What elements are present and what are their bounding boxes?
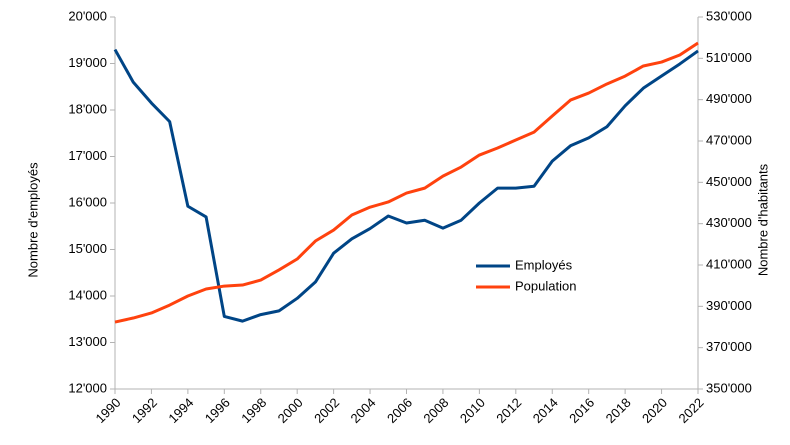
y2-tick-label: 390'000: [706, 298, 752, 313]
x-tick-label: 2004: [348, 395, 379, 426]
data-line: [113, 48, 699, 323]
data-line: [114, 41, 699, 324]
x-tick-label: 2014: [530, 395, 561, 426]
x-tick-label: 2006: [384, 395, 415, 426]
legend-label: Population: [515, 278, 576, 293]
y2-tick-label: 370'000: [706, 339, 752, 354]
y2-tick-label: 430'000: [706, 215, 752, 230]
y2-tick-label: 490'000: [706, 91, 752, 106]
y2-tick-label: 350'000: [706, 380, 752, 395]
y-tick-label: 15'000: [68, 241, 107, 256]
x-tick-label: 2016: [566, 395, 597, 426]
y-tick-label: 12'000: [68, 380, 107, 395]
y-tick-label: 13'000: [68, 334, 107, 349]
y2-tick-label: 410'000: [706, 256, 752, 271]
y-tick-label: 20'000: [68, 8, 107, 23]
x-tick-label: 1996: [202, 395, 233, 426]
x-tick-label: 2002: [311, 395, 342, 426]
y-tick-label: 19'000: [68, 55, 107, 70]
legend-label: Employés: [515, 257, 573, 272]
x-tick-label: 1990: [92, 395, 123, 426]
x-tick-label: 1998: [238, 395, 269, 426]
y-tick-label: 17'000: [68, 148, 107, 163]
y2-tick-label: 510'000: [706, 50, 752, 65]
x-tick-label: 2012: [493, 395, 524, 426]
x-tick-label: 2010: [457, 395, 488, 426]
y-tick-label: 14'000: [68, 287, 107, 302]
x-tick-label: 2022: [675, 395, 706, 426]
x-tick-label: 1992: [129, 395, 160, 426]
y2-tick-label: 450'000: [706, 174, 752, 189]
y-axis-label: Nombre d'employés: [25, 162, 40, 278]
x-tick-label: 2008: [420, 395, 451, 426]
y2-axis-label: Nombre d'habitants: [755, 163, 770, 276]
x-tick-label: 2000: [275, 395, 306, 426]
y2-tick-label: 470'000: [706, 132, 752, 147]
y2-tick-label: 530'000: [706, 8, 752, 23]
y-tick-label: 16'000: [68, 194, 107, 209]
x-tick-label: 1994: [165, 395, 196, 426]
y-tick-label: 18'000: [68, 101, 107, 116]
x-tick-label: 2020: [639, 395, 670, 426]
x-tick-label: 2018: [603, 395, 634, 426]
